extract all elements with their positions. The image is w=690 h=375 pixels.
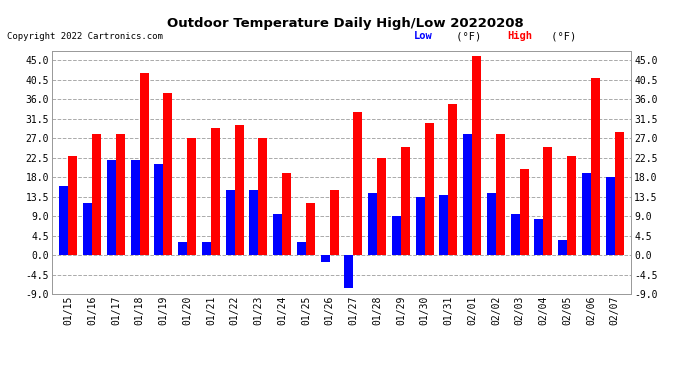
Text: Low: Low bbox=[414, 32, 433, 41]
Text: (°F): (°F) bbox=[545, 32, 576, 41]
Bar bbox=[259, 138, 268, 255]
Bar bbox=[273, 214, 282, 255]
Bar bbox=[591, 78, 600, 255]
Bar bbox=[368, 192, 377, 255]
Text: High: High bbox=[507, 32, 532, 41]
Bar bbox=[448, 104, 457, 255]
Bar bbox=[187, 138, 196, 255]
Bar bbox=[116, 134, 125, 255]
Bar bbox=[567, 156, 576, 255]
Bar bbox=[472, 56, 481, 255]
Bar bbox=[582, 173, 591, 255]
Text: (°F): (°F) bbox=[450, 32, 481, 41]
Bar bbox=[107, 160, 116, 255]
Bar bbox=[520, 169, 529, 255]
Bar bbox=[306, 203, 315, 255]
Bar bbox=[211, 128, 220, 255]
Bar bbox=[353, 112, 362, 255]
Bar bbox=[155, 164, 164, 255]
Bar bbox=[606, 177, 615, 255]
Bar bbox=[235, 125, 244, 255]
Bar bbox=[344, 255, 353, 288]
Bar bbox=[424, 123, 434, 255]
Bar bbox=[297, 242, 306, 255]
Bar bbox=[463, 134, 472, 255]
Bar bbox=[496, 134, 505, 255]
Bar bbox=[202, 242, 211, 255]
Bar bbox=[558, 240, 567, 255]
Bar bbox=[440, 195, 449, 255]
Bar bbox=[487, 192, 496, 255]
Bar bbox=[130, 160, 139, 255]
Bar bbox=[59, 186, 68, 255]
Bar bbox=[392, 216, 401, 255]
Bar bbox=[282, 173, 291, 255]
Bar bbox=[535, 219, 544, 255]
Bar bbox=[615, 132, 624, 255]
Bar bbox=[139, 74, 148, 255]
Bar bbox=[330, 190, 339, 255]
Text: Outdoor Temperature Daily High/Low 20220208: Outdoor Temperature Daily High/Low 20220… bbox=[166, 17, 524, 30]
Bar bbox=[178, 242, 187, 255]
Bar bbox=[164, 93, 172, 255]
Bar bbox=[511, 214, 520, 255]
Bar bbox=[83, 203, 92, 255]
Bar bbox=[226, 190, 235, 255]
Bar bbox=[544, 147, 553, 255]
Bar bbox=[249, 190, 259, 255]
Bar bbox=[92, 134, 101, 255]
Bar bbox=[415, 197, 424, 255]
Bar bbox=[377, 158, 386, 255]
Bar bbox=[321, 255, 330, 262]
Bar bbox=[68, 156, 77, 255]
Text: Copyright 2022 Cartronics.com: Copyright 2022 Cartronics.com bbox=[7, 32, 163, 41]
Bar bbox=[401, 147, 410, 255]
